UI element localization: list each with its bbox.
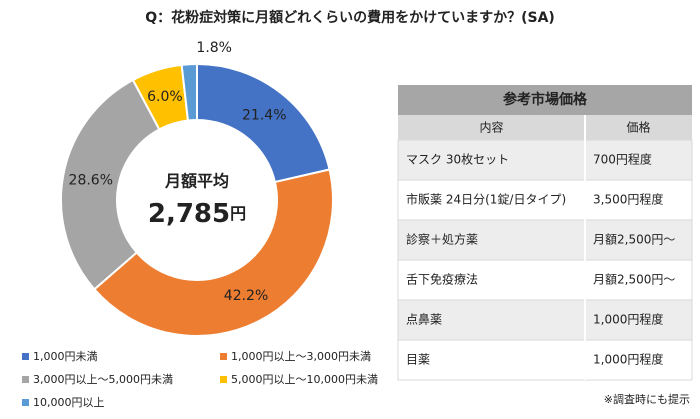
table-cell: 診察＋処方薬 [406,232,478,247]
table-cell: 市販薬 24日分(1錠/日タイプ) [406,192,566,207]
table-row-bg [397,299,693,341]
table-row-bg [397,339,693,381]
table-header: 内容 [479,120,503,135]
table-cell: 1,000円程度 [593,352,663,367]
table-cell: マスク 30枚セット [406,152,509,167]
table-cell: 700円程度 [593,152,652,167]
center-value: 2,785円 [148,199,246,229]
table-cell: 月額2,500円～ [593,233,675,247]
legend-label: 1,000円未満 [33,350,98,363]
table-cell: 舌下免疫療法 [406,272,478,287]
table-note: ※調査時にも提示 [604,392,690,406]
legend-swatch [22,399,29,406]
center-unit: 円 [230,204,246,223]
table-row-bg [397,219,693,261]
table-cell: 点鼻薬 [406,312,442,327]
legend-swatch [22,353,29,360]
legend-swatch [220,353,227,360]
table-header-bg [398,115,692,140]
value-label: 21.4% [242,108,286,124]
table-row-bg [397,139,693,181]
chart-title: Q：花粉症対策に月額どれくらいの費用をかけていますか？(SA) [145,9,555,26]
table-cell: 目薬 [406,353,430,367]
legend-label: 5,000円以上～10,000円未満 [231,373,378,386]
table-cell: 3,500円程度 [593,192,663,207]
value-label: 6.0% [147,89,183,105]
value-label: 42.2% [224,288,268,304]
table-cell: 1,000円程度 [593,312,663,327]
table-title-bg [398,85,692,115]
table-row-bg [397,179,693,221]
table-header: 価格 [626,120,650,135]
legend-label: 1,000円以上～3,000円未満 [231,350,371,363]
table-row-bg [397,259,693,301]
table-title: 参考市場価格 [503,91,588,108]
table-cell: 月額2,500円～ [593,273,675,287]
legend-label: 10,000円以上 [33,396,105,409]
slice [93,168,334,337]
slice [180,62,198,122]
legend-label: 3,000円以上～5,000円未満 [33,373,173,386]
legend: 1,000円未満 1,000円以上～3,000円未満 3,000円以上～5,000円… [22,350,378,409]
center-label: 月額平均 [164,172,229,191]
value-label: 1.8% [196,40,232,56]
value-label: 28.6% [69,172,113,188]
center-number: 2,785 [148,199,230,229]
donut-chart: 21.4% 42.2% 28.6% 6.0% 1.8% 月額平均 2,785円 [60,40,334,337]
legend-swatch [22,376,29,383]
slice [60,78,161,291]
legend-swatch [220,376,227,383]
